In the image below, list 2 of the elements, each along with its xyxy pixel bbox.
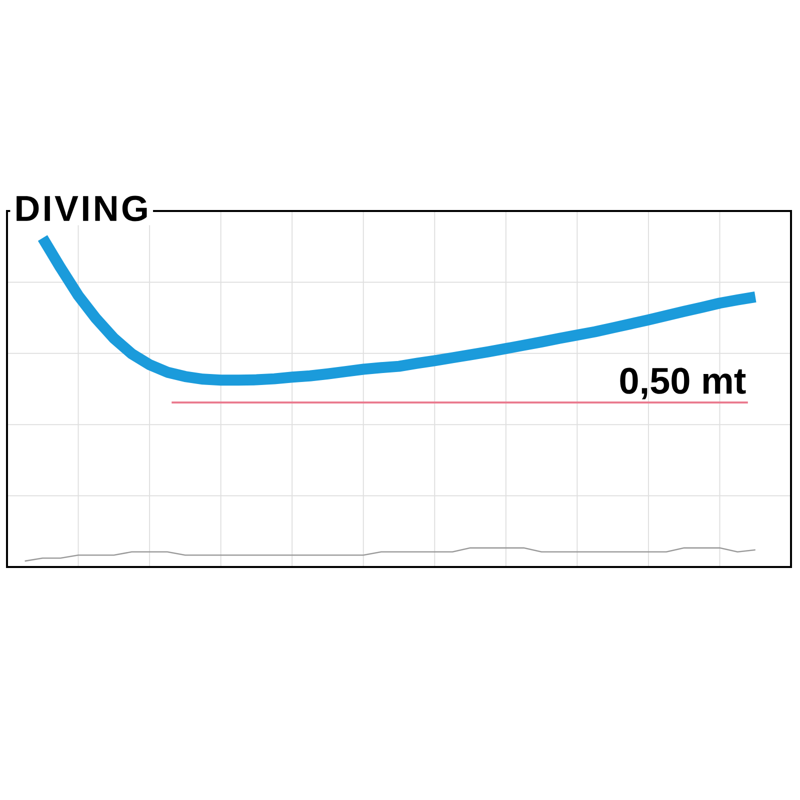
chart-title: DIVING — [16, 196, 147, 222]
ref-line-label: 0,50 mt — [620, 368, 746, 400]
